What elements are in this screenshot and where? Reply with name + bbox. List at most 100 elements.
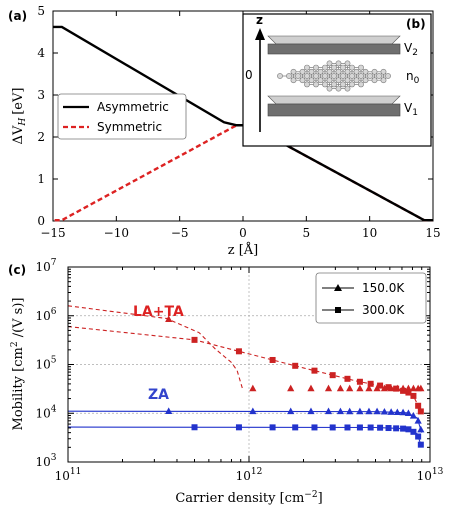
point-za-150k [404, 409, 413, 416]
point-la-ta-150k [324, 384, 333, 392]
graphene-atom [299, 68, 306, 75]
graphene-atom [304, 73, 310, 79]
point-za-150k [356, 407, 364, 415]
z-axis-arrowhead [255, 28, 265, 40]
graphene-atom [326, 60, 333, 67]
graphene-atom [290, 68, 297, 75]
point-za-150k [307, 407, 315, 415]
graphene-atom [340, 73, 346, 79]
a-ytick-label: 4 [37, 46, 45, 60]
point-la-ta-150k [373, 384, 381, 392]
c-ytick-label: 103 [35, 453, 56, 469]
point-la-ta-300k [191, 336, 198, 343]
point-za-150k [387, 408, 395, 415]
graphene-atom [344, 77, 351, 84]
graphene-atom [344, 60, 351, 67]
point-za-300k [191, 424, 198, 431]
graphene-atom [322, 73, 328, 79]
point-la-ta-300k [393, 385, 400, 392]
graphene-atom [380, 77, 387, 84]
point-la-ta-300k [385, 384, 392, 391]
point-la-ta-300k [417, 408, 424, 415]
graphene-atom [322, 81, 328, 88]
label-v2: V2 [404, 41, 418, 58]
point-za-150k [373, 407, 381, 415]
a-xtick-label: 10 [362, 226, 377, 240]
panel-c-legend: 150.0K 300.0K [315, 272, 427, 324]
series-la-ta-150k-line [67, 305, 243, 389]
point-la-ta-150k [417, 384, 425, 392]
c-xtick-label: 1011 [55, 467, 82, 483]
graphene-atom [290, 77, 297, 84]
graphene-atom [362, 77, 369, 84]
c-ytick-label: 106 [35, 307, 56, 323]
panel-c-xlabel: Carrier density [cm−2] [175, 490, 322, 506]
point-za-300k [377, 424, 384, 431]
point-za-300k [417, 441, 424, 448]
point-za-150k [399, 408, 407, 416]
annotation-la-ta: LA+TA [133, 304, 184, 320]
graphene-atom [304, 64, 310, 71]
point-za-300k [367, 424, 374, 431]
point-la-ta-150k [307, 384, 315, 392]
a-xtick-label: 5 [303, 226, 311, 240]
legend-300k-label: 300.0K [362, 303, 405, 317]
point-za-300k [393, 425, 400, 432]
point-za-150k [346, 407, 354, 415]
point-za-150k [287, 407, 295, 415]
z-axis-label: z [256, 13, 263, 27]
graphene-atom [349, 81, 355, 88]
point-la-ta-150k [346, 384, 354, 392]
point-la-ta-300k [367, 380, 374, 387]
c-ytick-label: 105 [35, 356, 56, 372]
graphene-atom [344, 85, 351, 92]
point-za-150k [380, 407, 389, 415]
legend-300k-swatch-marker [335, 307, 341, 313]
point-la-ta-150k [165, 315, 173, 323]
a-ytick-label: 3 [37, 88, 45, 102]
point-la-ta-300k [410, 392, 417, 399]
point-za-150k [365, 407, 373, 415]
point-la-ta-150k [249, 384, 257, 392]
graphene-atom [335, 60, 342, 67]
legend-asymmetric-label: Asymmetric [97, 100, 169, 114]
inset-b-label: (b) [406, 17, 426, 31]
inset-b: (b) z 0 V2 n0 V1 [242, 13, 432, 147]
point-la-ta-150k [287, 384, 295, 392]
c-xtick-label: 1012 [236, 467, 263, 483]
a-xtick-label: −10 [104, 226, 129, 240]
legend-150k-label: 150.0K [362, 281, 405, 295]
graphene-atom [277, 73, 283, 79]
point-za-150k [324, 407, 333, 415]
graphene-atom [308, 77, 315, 84]
graphene-atom [331, 81, 337, 88]
a-ytick-label: 1 [37, 172, 45, 186]
a-ytick-label: 5 [37, 4, 45, 18]
annotation-za: ZA [148, 387, 169, 403]
graphene-atom [299, 77, 306, 84]
top-gate-plate [267, 35, 401, 55]
point-la-ta-300k [329, 372, 336, 379]
graphene-atom [331, 73, 337, 79]
graphene-atom [326, 68, 333, 75]
graphene-atom [340, 64, 346, 71]
point-za-300k [269, 424, 276, 431]
panel-a-ylabel: ΔVH[eV] [11, 88, 28, 145]
a-xtick-label: 15 [425, 226, 440, 240]
point-la-ta-300k [344, 375, 351, 382]
a-xtick-label: −15 [40, 226, 65, 240]
a-ytick-label: 0 [37, 214, 45, 228]
graphene-atom [358, 73, 364, 79]
graphene-atom [308, 68, 315, 75]
point-la-ta-300k [269, 356, 276, 363]
graphene-atom [340, 81, 346, 88]
point-za-300k [415, 433, 422, 440]
legend-150k-swatch-marker [334, 284, 342, 291]
graphene-atom [335, 77, 342, 84]
zero-label: 0 [245, 68, 253, 82]
point-za-300k [235, 424, 242, 431]
c-ytick-label: 107 [35, 258, 56, 274]
point-la-ta-150k [409, 384, 418, 392]
point-za-150k [336, 407, 345, 415]
graphene-atom [326, 85, 333, 92]
